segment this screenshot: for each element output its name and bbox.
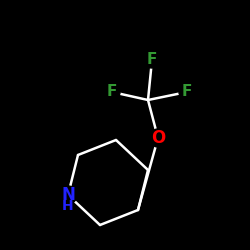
Circle shape (59, 186, 77, 204)
Circle shape (104, 84, 120, 100)
Circle shape (179, 84, 195, 100)
Circle shape (144, 52, 160, 68)
Text: F: F (182, 84, 192, 100)
Text: O: O (151, 129, 165, 147)
Circle shape (149, 129, 167, 147)
Text: N: N (61, 186, 75, 204)
Text: F: F (147, 52, 157, 68)
Text: H: H (62, 199, 74, 213)
Text: F: F (107, 84, 117, 100)
